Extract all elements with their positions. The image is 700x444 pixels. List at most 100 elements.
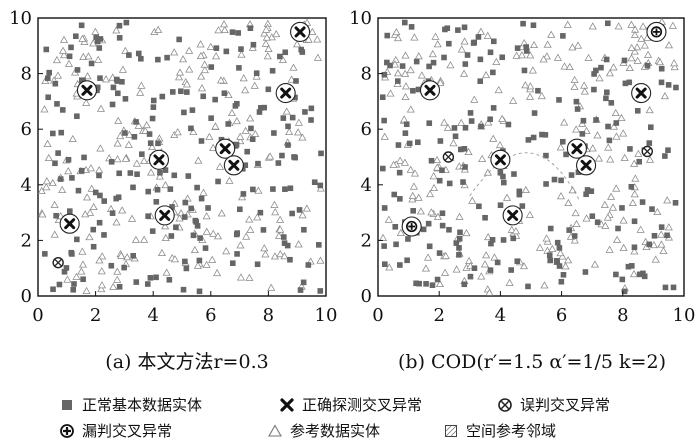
reference-entity-marker (604, 143, 613, 151)
reference-entity-marker (118, 65, 127, 73)
normal-entity-marker (119, 78, 125, 85)
reference-entity-marker (182, 80, 191, 88)
reference-entity-marker (194, 156, 203, 164)
normal-entity-marker (582, 269, 589, 275)
reference-entity-marker (627, 54, 636, 62)
normal-entity-marker (589, 213, 596, 219)
normal-entity-marker (149, 115, 156, 122)
normal-entity-marker (531, 110, 538, 116)
normal-entity-marker (287, 256, 293, 263)
normal-entity-marker (66, 53, 73, 60)
normal-entity-marker (573, 98, 580, 105)
reference-entity-marker (664, 223, 673, 231)
reference-entity-marker (414, 193, 423, 201)
normal-entity-marker (308, 117, 314, 123)
normal-entity-marker (584, 187, 591, 193)
reference-entity-marker (542, 234, 551, 242)
y-tick-label: 8 (361, 64, 372, 85)
normal-entity-marker (640, 270, 646, 277)
x-tick-label: 8 (263, 305, 274, 326)
normal-entity-marker (619, 276, 626, 283)
reference-entity-marker (521, 185, 530, 194)
reference-entity-marker (280, 252, 289, 260)
normal-entity-marker (234, 100, 240, 107)
normal-entity-marker (200, 93, 207, 100)
normal-entity-marker (579, 131, 586, 137)
reference-entity-marker (96, 104, 106, 112)
reference-entity-marker (40, 105, 49, 113)
normal-entity-marker (257, 209, 264, 216)
x-tick-label: 0 (32, 305, 43, 326)
normal-entity-marker (166, 276, 173, 283)
legend-item-normal: 正常基本数据实体 (58, 394, 202, 415)
normal-entity-marker (508, 267, 514, 273)
reference-entity-marker (253, 213, 262, 221)
legend-item-correct-detected: 正确探测交叉异常 (278, 394, 422, 415)
normal-entity-marker (462, 164, 468, 170)
normal-entity-marker (153, 274, 159, 281)
y-tick-label: 0 (361, 286, 372, 307)
reference-entity-marker (608, 203, 618, 211)
normal-entity-marker (395, 78, 401, 84)
normal-entity-marker (63, 265, 70, 271)
reference-entity-marker (137, 81, 146, 89)
normal-entity-marker (317, 182, 324, 189)
panel-b-scatter-plot: 0 2 4 6 8 10 0 2 4 6 8 10 (349, 8, 695, 326)
normal-entity-marker (436, 250, 443, 256)
reference-entity-marker (170, 48, 179, 56)
normal-entity-marker (543, 181, 549, 187)
reference-entity-marker (53, 71, 63, 79)
normal-entity-marker (96, 219, 103, 226)
reference-entity-marker (582, 214, 591, 222)
reference-entity-marker (86, 164, 95, 172)
reference-entity-marker (433, 212, 442, 220)
hatched-square-icon (445, 424, 457, 437)
normal-entity-marker (65, 156, 72, 163)
normal-entity-marker (249, 136, 256, 142)
normal-entity-marker (280, 115, 287, 121)
reference-entity-marker (236, 132, 245, 140)
correct-anomaly-marker (228, 159, 240, 171)
reference-entity-marker (424, 253, 433, 261)
normal-entity-marker (511, 171, 517, 177)
normal-entity-marker (457, 229, 463, 236)
reference-entity-marker (98, 252, 107, 260)
reference-entity-marker (109, 282, 118, 290)
normal-entity-marker (284, 242, 291, 249)
normal-entity-marker (71, 281, 77, 287)
reference-entity-marker (390, 60, 400, 68)
reference-entity-marker (468, 196, 477, 204)
correct-anomaly-marker (153, 154, 165, 166)
normal-entity-marker (78, 167, 85, 174)
reference-entity-marker (114, 116, 123, 124)
normal-entity-marker (560, 33, 566, 39)
reference-entity-marker (630, 190, 639, 198)
normal-entity-marker (530, 22, 537, 29)
reference-entity-marker (97, 281, 107, 289)
normal-entity-marker (558, 278, 565, 285)
reference-entity-marker (525, 210, 534, 218)
normal-entity-marker (57, 176, 64, 182)
reference-entity-marker (643, 50, 653, 58)
normal-entity-marker (631, 218, 638, 225)
reference-entity-marker (96, 144, 105, 152)
normal-entity-marker (52, 160, 58, 167)
normal-entity-marker (97, 75, 103, 81)
reference-entity-marker (140, 235, 149, 243)
legend-item-neighborhood: 空间参考邻域 (442, 420, 556, 441)
reference-entity-marker (190, 245, 199, 254)
normal-entity-marker (613, 120, 620, 126)
y-tick-label: 2 (361, 230, 372, 251)
normal-entity-marker (146, 131, 153, 137)
reference-entity-marker (205, 132, 214, 140)
reference-entity-marker (537, 91, 546, 100)
circled-x-icon (498, 397, 512, 412)
normal-entity-marker (157, 169, 163, 176)
normal-entity-marker (70, 286, 77, 293)
normal-entity-marker (122, 130, 128, 136)
normal-entity-marker (238, 46, 244, 52)
normal-entity-marker (605, 123, 611, 130)
reference-entity-marker (42, 177, 51, 185)
reference-entity-marker (95, 256, 104, 264)
reference-entity-marker (483, 168, 492, 176)
